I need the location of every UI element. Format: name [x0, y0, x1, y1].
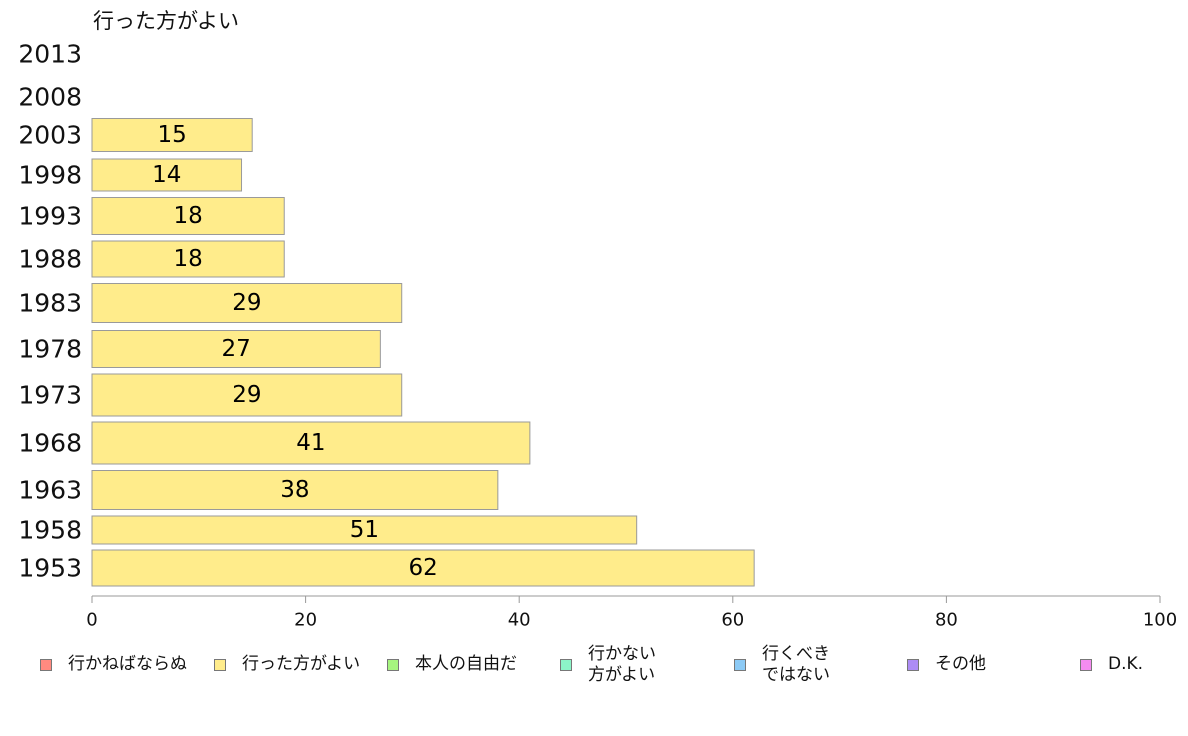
category-label: 1963 — [18, 476, 82, 505]
bar-chart: 2013 2008 2003 1998 1993 1988 1983 1978 1973 1968… — [18, 40, 1177, 631]
bar — [91, 549, 755, 587]
legend-item: 行かない 方がよい — [560, 644, 656, 686]
legend-swatch — [734, 659, 746, 671]
category-label: 1958 — [18, 516, 82, 545]
category-label: 2008 — [18, 83, 82, 112]
bar — [91, 197, 285, 235]
x-tick-label: 0 — [86, 610, 97, 631]
value-label: 18 — [173, 246, 202, 272]
category-label: 1973 — [18, 381, 82, 410]
legend-item: 行かねばならぬ — [40, 654, 187, 675]
value-label: 29 — [232, 382, 261, 408]
legend-swatch — [907, 658, 919, 671]
category-label: 1978 — [18, 335, 82, 364]
category-label: 1953 — [18, 554, 82, 583]
value-label: 62 — [408, 555, 437, 581]
legend-swatch — [40, 658, 52, 671]
bar — [91, 515, 638, 545]
legend-item: 行くべき ではない — [734, 644, 830, 686]
x-tick-label: 40 — [508, 610, 531, 631]
category-label: 1988 — [18, 245, 82, 274]
value-label: 14 — [152, 162, 181, 188]
value-label: 41 — [296, 430, 325, 456]
category-label: 1998 — [18, 161, 82, 190]
category-label: 1983 — [18, 289, 82, 318]
legend-swatch — [387, 658, 399, 671]
x-tick-label: 100 — [1143, 610, 1177, 631]
value-label: 18 — [173, 203, 202, 229]
legend-swatch — [1080, 658, 1092, 671]
legend-item: D.K. — [1080, 654, 1143, 675]
value-label: 51 — [350, 517, 379, 543]
legend-item: 本人の自由だ — [387, 654, 517, 675]
bar — [91, 118, 253, 152]
x-tick-label: 80 — [935, 610, 958, 631]
legend-item: 行った方がよい — [214, 654, 360, 675]
legend-item: その他 — [907, 654, 986, 675]
x-tick-label: 20 — [294, 610, 317, 631]
bar — [91, 373, 403, 417]
legend-swatch — [214, 658, 226, 671]
series-title: 行った方がよい — [93, 9, 239, 33]
legend-swatch — [560, 659, 572, 671]
value-label: 15 — [157, 122, 186, 148]
value-label: 27 — [222, 336, 251, 362]
legend-label: 行った方がよい — [242, 654, 361, 674]
category-label: 1993 — [18, 202, 82, 231]
bar — [91, 240, 285, 278]
bar — [91, 330, 381, 368]
legend-label: その他 — [935, 654, 986, 674]
legend-label: D.K. — [1108, 654, 1144, 674]
legend-label: 行かない 方がよい — [588, 644, 656, 685]
category-label: 1968 — [18, 429, 82, 458]
legend-label: 行かねばならぬ — [68, 654, 187, 674]
category-label: 2003 — [18, 121, 82, 150]
value-label: 38 — [280, 477, 309, 503]
legend: 行かねばならぬ 行った方がよい 本人の自由だ 行かない 方がよい 行くべき ではない その… — [0, 640, 1188, 700]
value-label: 29 — [232, 290, 261, 316]
legend-label: 行くべき ではない — [762, 644, 830, 685]
bar — [91, 421, 531, 465]
legend-label: 本人の自由だ — [415, 654, 517, 674]
bar — [91, 283, 403, 323]
category-label: 2013 — [18, 40, 82, 69]
bar — [91, 470, 499, 510]
x-tick-label: 60 — [721, 610, 744, 631]
bar — [91, 158, 243, 192]
